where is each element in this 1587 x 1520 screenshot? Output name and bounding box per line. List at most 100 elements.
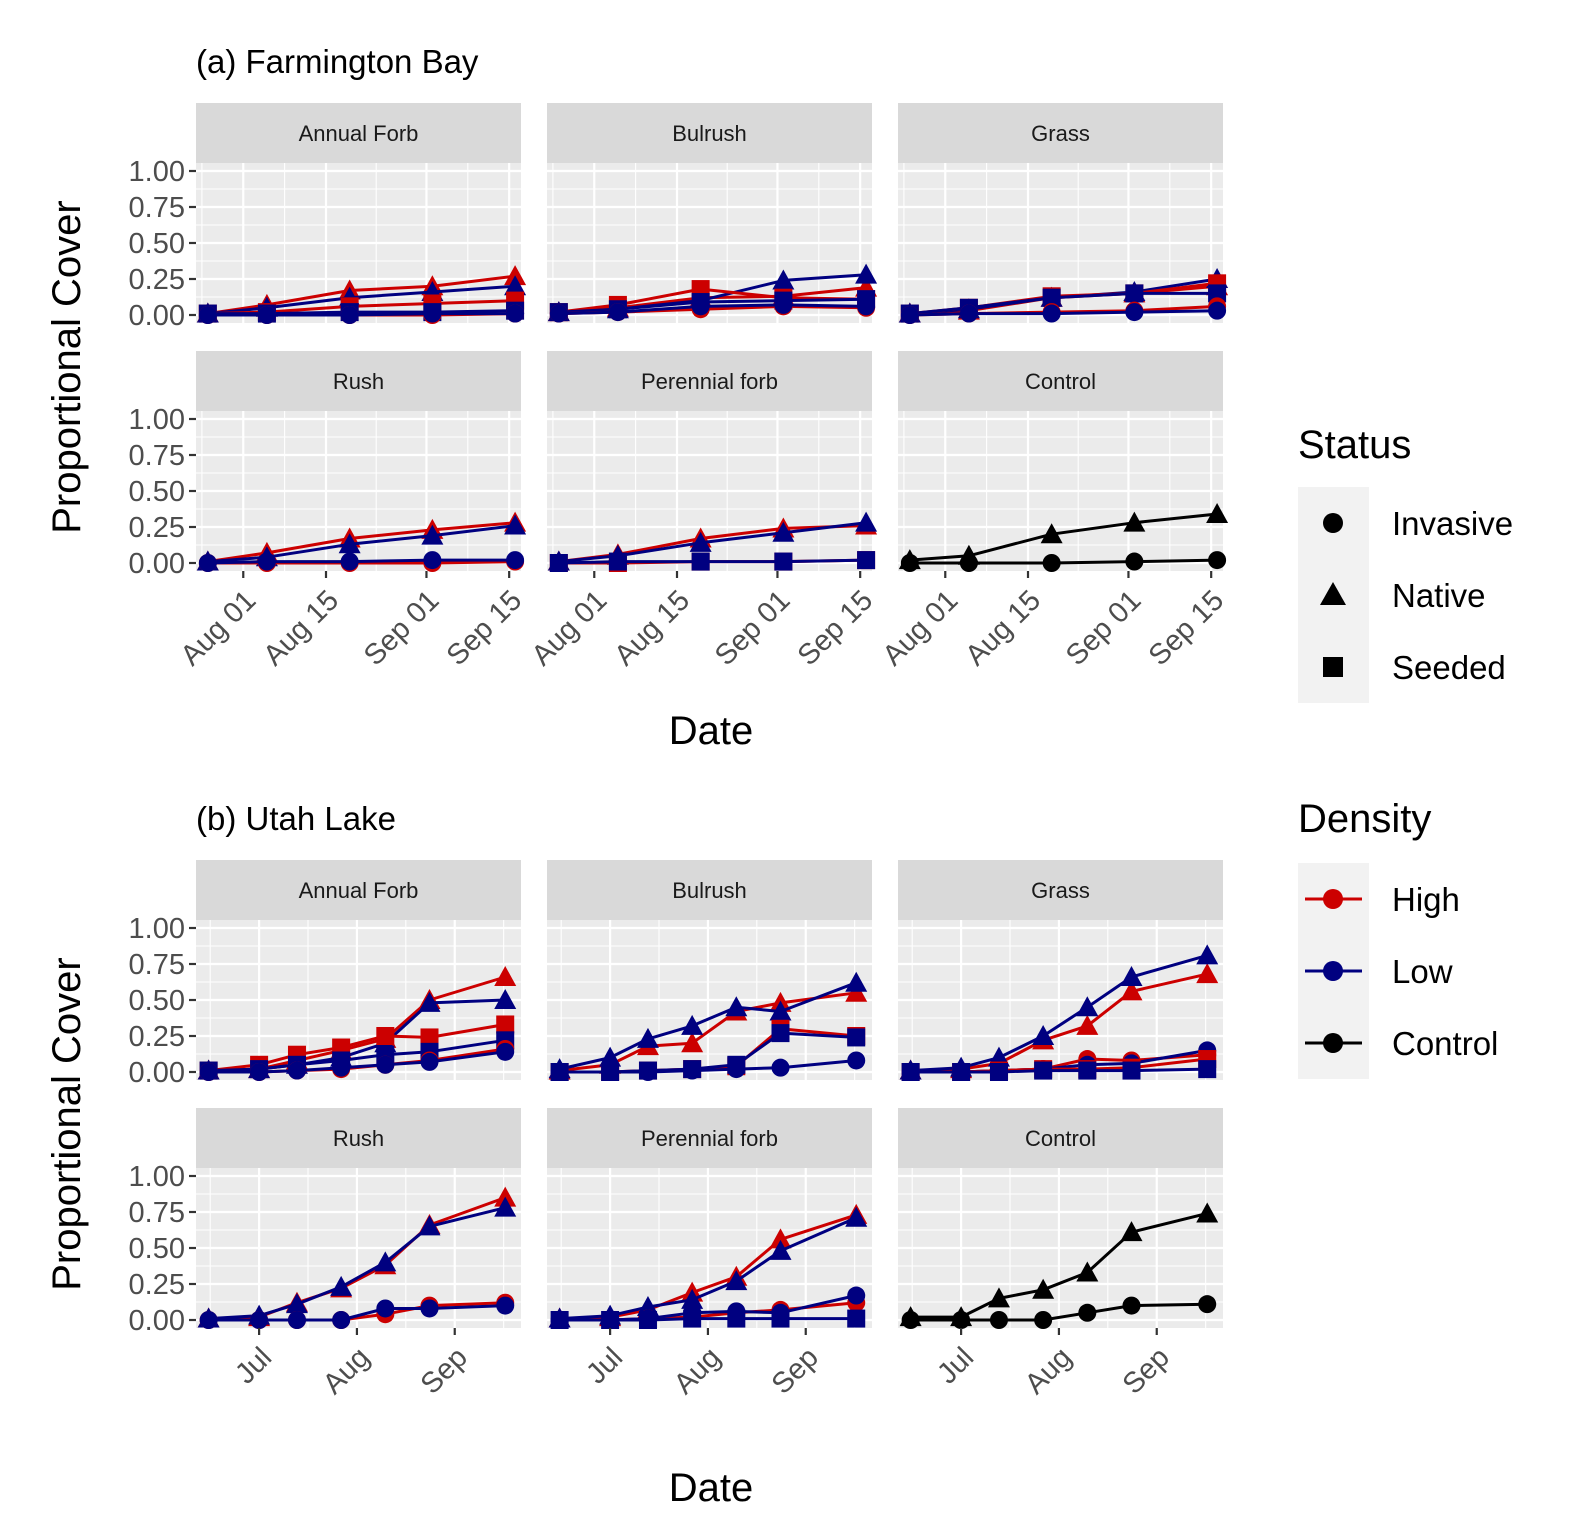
series-low-seeded-point [727, 1309, 746, 1328]
series-low-invasive-point [332, 1058, 351, 1077]
y-axis: 0.00 0.25 0.50 0.75 1.00 [129, 913, 196, 1089]
series-low-seeded-point [1125, 284, 1144, 303]
y-tick-label: 0.50 [129, 985, 185, 1017]
series-low-native-point [1076, 996, 1099, 1017]
series-low-invasive-point [250, 1063, 269, 1081]
legend-density-high-label: High [1392, 881, 1460, 918]
series-low-invasive-point [199, 1311, 218, 1329]
series-high-native-point [494, 965, 517, 986]
series-low-invasive-point [506, 304, 525, 323]
x-axis: Jul Aug Sep [229, 1328, 474, 1401]
series-low-invasive-point [774, 295, 793, 314]
legend-status-title: Status [1298, 423, 1411, 467]
y-tick-label: 0.50 [129, 1233, 185, 1265]
series-control-invasive-point [1125, 552, 1144, 571]
series-low-native-point [374, 1251, 397, 1272]
series-low-seeded-point [989, 1063, 1008, 1081]
facet-strip-label: Rush [333, 369, 384, 394]
y-tick-label: 0.00 [129, 300, 185, 332]
y-tick-label: 0.75 [129, 1197, 185, 1229]
series-low-seeded-point [601, 1311, 620, 1329]
series-low-invasive-point [601, 1063, 620, 1081]
series-low-invasive-point [287, 1061, 306, 1080]
facet-strip-label: Control [1025, 369, 1096, 394]
x-tick-label: Sep 01 [709, 584, 797, 672]
x-tick-label: Aug 01 [877, 584, 965, 672]
facet-bulrush: Bulrush [547, 103, 878, 323]
series-low-seeded-point [1198, 1060, 1217, 1079]
facet-control: Control Jul Aug Sep [898, 1108, 1223, 1401]
series-low-invasive-point [198, 306, 217, 324]
facet-strip [898, 103, 1223, 163]
facet-series [196, 265, 527, 324]
facet-strip-label: Control [1025, 1126, 1096, 1151]
facet-series [197, 965, 517, 1081]
series-control-invasive-point [989, 1311, 1008, 1329]
facet-strip [547, 860, 872, 920]
facet-series [898, 503, 1229, 572]
series-low-invasive-point [900, 306, 919, 324]
series-low-native-point [504, 514, 527, 535]
x-tick-label: Aug [317, 1341, 376, 1400]
series-low-native-point [494, 989, 517, 1009]
y-axis: 0.00 0.25 0.50 0.75 1.00 [129, 1161, 196, 1337]
series-control-native-point [1206, 503, 1229, 524]
x-tick-label: Sep [766, 1341, 825, 1400]
facet-series [547, 263, 878, 323]
x-tick-label: Sep 01 [1060, 584, 1148, 672]
facet-rush: Rush 0.00 0.25 0.50 0.75 1.00 Jul Aug Sep [129, 1108, 521, 1401]
facet-series [548, 1203, 868, 1329]
x-tick-label: Aug 15 [257, 584, 345, 672]
x-tick-label: Sep [1117, 1341, 1176, 1400]
series-low-native-point [421, 524, 444, 545]
series-control-invasive-point [1198, 1295, 1217, 1314]
series-low-native-point [599, 1046, 622, 1067]
series-low-invasive-point [340, 552, 359, 571]
x-tick-label: Sep 15 [792, 584, 880, 672]
series-low-invasive-point [198, 554, 217, 572]
section-title: (b) Utah Lake [196, 800, 396, 837]
legend-status-seeded-label: Seeded [1392, 649, 1506, 686]
series-low-seeded-point [771, 1309, 790, 1328]
y-axis: 0.00 0.25 0.50 0.75 1.00 [129, 156, 196, 332]
series-low-invasive-point [257, 306, 276, 324]
series-low-invasive-line [207, 312, 516, 317]
y-axis-title: Proportional Cover [45, 957, 89, 1291]
series-low-invasive-point [376, 1055, 395, 1074]
chart-sections: (a) Farmington Bay Annual Forb 0.00 0.25 0.5… [45, 43, 1230, 1510]
x-tick-label: Jul [580, 1341, 629, 1390]
x-tick-label: Sep [415, 1341, 474, 1400]
series-control-invasive-point [900, 554, 919, 572]
y-tick-label: 0.50 [129, 228, 185, 260]
facet-strip-label: Perennial forb [641, 1126, 778, 1151]
legend-density-high: High [1305, 881, 1460, 918]
x-tick-label: Jul [931, 1341, 980, 1390]
legend-high-circle-icon [1323, 889, 1343, 909]
series-low-seeded-point [691, 552, 710, 571]
series-low-invasive-point [423, 551, 442, 570]
series-low-native-point [1196, 944, 1219, 965]
x-tick-label: Sep 15 [1143, 584, 1231, 672]
y-axis: 0.00 0.25 0.50 0.75 1.00 [129, 404, 196, 580]
legend-status-native: Native [1320, 577, 1486, 614]
series-low-invasive-point [550, 1063, 569, 1081]
series-low-invasive-point [423, 304, 442, 323]
series-low-invasive-point [496, 1296, 515, 1315]
series-low-native-point [494, 1196, 517, 1217]
facet-strip-label: Annual Forb [299, 121, 419, 146]
y-tick-label: 0.75 [129, 949, 185, 981]
facet-grass: Grass [898, 860, 1223, 1081]
series-low-seeded-point [1122, 1061, 1141, 1080]
series-low-native-point [769, 1000, 792, 1021]
series-low-native-point [285, 1293, 308, 1314]
x-tick-label: Aug 01 [175, 584, 263, 672]
series-low-seeded-point [550, 1311, 569, 1329]
y-tick-label: 0.75 [129, 192, 185, 224]
series-control-invasive-point [1078, 1303, 1097, 1322]
legend-low-circle-icon [1323, 961, 1343, 981]
series-low-native-point [725, 1270, 748, 1291]
series-low-seeded-point [774, 552, 793, 571]
